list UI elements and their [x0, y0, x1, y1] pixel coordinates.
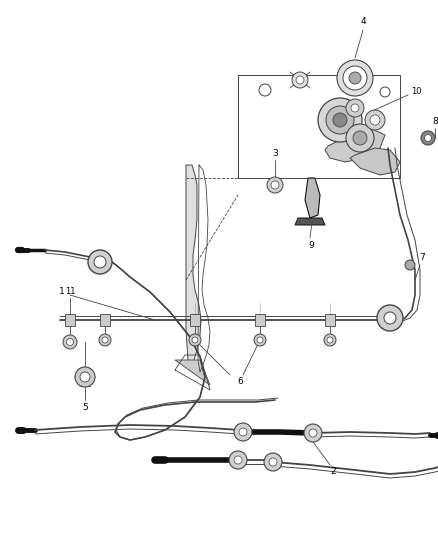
- Text: 10: 10: [411, 86, 421, 95]
- Circle shape: [304, 424, 322, 442]
- Circle shape: [349, 72, 361, 84]
- Circle shape: [405, 260, 415, 270]
- Circle shape: [229, 451, 247, 469]
- Bar: [100, 314, 110, 326]
- Circle shape: [259, 84, 271, 96]
- Circle shape: [67, 338, 74, 345]
- Text: 6: 6: [237, 377, 243, 386]
- Circle shape: [189, 334, 201, 346]
- Bar: [325, 314, 335, 326]
- Circle shape: [88, 250, 112, 274]
- Circle shape: [353, 131, 367, 145]
- Circle shape: [309, 429, 317, 437]
- Text: 2: 2: [330, 466, 336, 475]
- Circle shape: [257, 337, 263, 343]
- Circle shape: [333, 113, 347, 127]
- Text: 7: 7: [419, 254, 425, 262]
- Polygon shape: [325, 128, 385, 162]
- Circle shape: [234, 423, 252, 441]
- Polygon shape: [350, 148, 400, 175]
- Circle shape: [370, 115, 380, 125]
- Text: 1: 1: [59, 287, 65, 296]
- Circle shape: [63, 335, 77, 349]
- Circle shape: [99, 334, 111, 346]
- Circle shape: [75, 367, 95, 387]
- Circle shape: [234, 456, 242, 464]
- Circle shape: [351, 104, 359, 112]
- Circle shape: [343, 66, 367, 90]
- Circle shape: [380, 87, 390, 97]
- Circle shape: [318, 98, 362, 142]
- Circle shape: [377, 305, 403, 331]
- Circle shape: [267, 177, 283, 193]
- Circle shape: [102, 337, 108, 343]
- Text: 5: 5: [82, 402, 88, 411]
- Circle shape: [296, 76, 304, 84]
- Bar: [255, 314, 265, 326]
- Circle shape: [346, 124, 374, 152]
- Circle shape: [327, 337, 333, 343]
- Circle shape: [365, 110, 385, 130]
- Bar: [190, 314, 200, 326]
- Circle shape: [326, 106, 354, 134]
- Circle shape: [192, 337, 198, 343]
- Circle shape: [346, 99, 364, 117]
- Text: 3: 3: [272, 149, 278, 157]
- Polygon shape: [186, 165, 201, 368]
- Circle shape: [264, 453, 282, 471]
- Circle shape: [292, 72, 308, 88]
- Circle shape: [269, 458, 277, 466]
- Polygon shape: [175, 360, 210, 385]
- Circle shape: [424, 134, 431, 141]
- Text: 9: 9: [308, 240, 314, 249]
- Text: 4: 4: [360, 18, 366, 27]
- Circle shape: [254, 334, 266, 346]
- Polygon shape: [295, 218, 325, 225]
- Circle shape: [337, 60, 373, 96]
- Circle shape: [271, 181, 279, 189]
- Text: 11: 11: [65, 287, 75, 295]
- Circle shape: [324, 334, 336, 346]
- Polygon shape: [305, 178, 320, 218]
- Circle shape: [94, 256, 106, 268]
- Circle shape: [384, 312, 396, 324]
- Circle shape: [239, 428, 247, 436]
- Bar: [65, 314, 75, 326]
- Circle shape: [80, 372, 90, 382]
- Text: 8: 8: [432, 117, 438, 125]
- Circle shape: [421, 131, 435, 145]
